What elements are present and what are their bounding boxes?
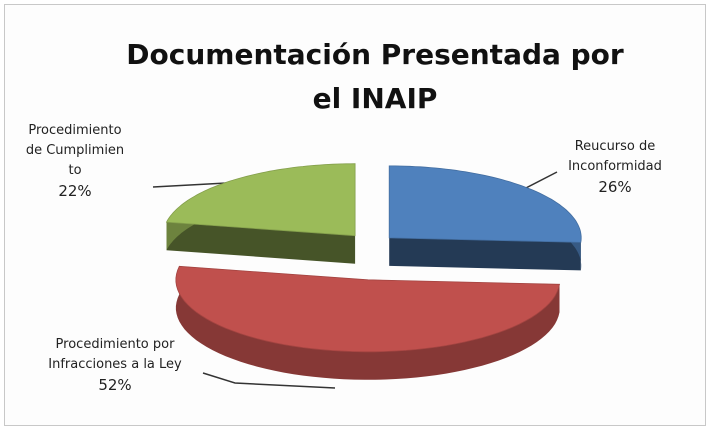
value-label: 52% [98,376,132,394]
leader-line [202,372,336,389]
value-label: 22% [58,182,92,200]
category-label: Procedimiento por Infracciones a la Ley [48,337,182,372]
chart [152,163,582,389]
slice-side [175,266,560,380]
value-label: 26% [598,178,632,196]
category-label: Reucurso de Inconformidad [568,139,662,174]
chart-title: Documentación Presentada por el INAIP [126,38,624,115]
chart-frame: Documentación Presentada por el INAIP Re… [4,4,706,426]
slice-label: Procedimiento de Cumplimiento 22% [15,121,135,201]
slice-label: Procedimiento por Infracciones a la Ley 5… [45,335,185,395]
slice-label: Reucurso de Inconformidad 26% [545,137,685,197]
slice-side [389,237,581,271]
slice [165,163,356,237]
slice [388,165,582,243]
category-label: Procedimiento de Cumplimiento [25,123,125,178]
slice [175,265,561,353]
